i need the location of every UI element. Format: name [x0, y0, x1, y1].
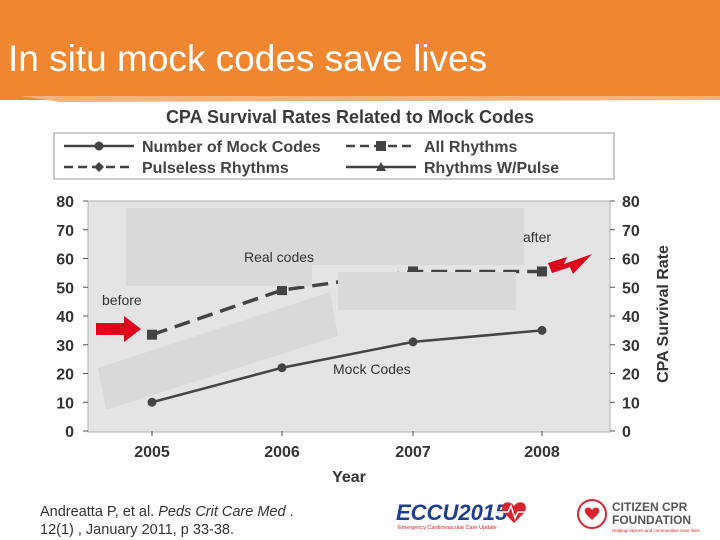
annotation-mock-codes: Mock Codes — [333, 361, 411, 377]
chart-legend: Number of Mock Codes All Rhythms Pulseless… — [64, 139, 559, 177]
citation: Andreatta P, et al. Peds Crit Care Med .… — [40, 503, 294, 539]
citation-rest: . — [285, 504, 294, 520]
y-tick-label-right: 80 — [622, 194, 640, 211]
data-point-series-0 — [537, 325, 547, 335]
data-point-series-1 — [408, 266, 418, 277]
chart-legend-box — [53, 132, 615, 180]
x-axis: 2005 2006 2007 2008 — [134, 431, 560, 461]
y-tick-label-left: 30 — [56, 338, 74, 355]
before-arrow — [96, 316, 141, 342]
y-tick-label-right: 40 — [622, 309, 640, 326]
citation-line-1: Andreatta P, et al. Peds Crit Care Med . — [40, 503, 294, 521]
y-tick-label-right: 10 — [622, 395, 640, 412]
y-tick-label-left: 50 — [56, 280, 74, 297]
pulse-line-icon — [494, 504, 538, 520]
citation-journal: Peds Crit Care Med — [158, 504, 286, 520]
x-tick-label: 2006 — [264, 444, 300, 461]
cpr-heart-icon — [584, 507, 600, 520]
x-axis-label: Year — [332, 469, 366, 486]
data-point-series-1 — [277, 285, 287, 296]
y-tick-label-right: 20 — [622, 367, 640, 384]
x-tick-label: 2007 — [395, 444, 431, 461]
overlay-box-slanted — [98, 292, 338, 410]
legend-label: All Rhythms — [424, 139, 517, 156]
y-tick-label-right: 70 — [622, 223, 640, 240]
legend-label: Number of Mock Codes — [142, 139, 321, 156]
y-tick-label-left: 70 — [56, 223, 74, 240]
data-point-series-1 — [537, 266, 547, 277]
legend-label: Rhythms W/Pulse — [424, 160, 559, 177]
cpr-logo-line-2: FOUNDATION — [612, 513, 691, 527]
annotation-arrows — [96, 254, 592, 342]
eccu-tagline: Emergency Cardiovascular Care Update — [398, 525, 497, 531]
y-tick-label-left: 20 — [56, 367, 74, 384]
legend-marker — [376, 162, 386, 171]
y-tick-label-left: 60 — [56, 252, 74, 269]
citation-line-2: 12(1) , January 2011, p 33-38. — [40, 522, 234, 538]
x-tick-label: 2005 — [134, 444, 170, 461]
y-axis-right: 0 10 20 30 40 50 60 70 80 — [610, 194, 640, 441]
data-point-series-0 — [277, 363, 287, 373]
y-tick-label-right: 60 — [622, 252, 640, 269]
y-tick-label-right: 0 — [622, 424, 631, 441]
overlay-box-top-wide — [230, 208, 524, 265]
citizen-cpr-logo: CITIZEN CPR FOUNDATION Helping citizens … — [577, 499, 701, 533]
y-tick-label-left: 80 — [56, 194, 74, 211]
eccu-logo-text: ECCU2015 — [396, 500, 508, 525]
data-point-series-0 — [408, 337, 418, 347]
y-tick-label-right: 50 — [622, 280, 640, 297]
chart-title: CPA Survival Rates Related to Mock Codes — [166, 107, 534, 127]
y-axis-left: 0 10 20 30 40 50 60 70 80 — [56, 194, 88, 441]
slide-title: In situ mock codes save lives — [8, 38, 488, 79]
y-tick-label-left: 40 — [56, 309, 74, 326]
chart-title-bar — [54, 104, 614, 130]
y-tick-label-left: 10 — [56, 395, 74, 412]
chart: CPA Survival Rates Related to Mock Codes… — [53, 104, 672, 486]
legend-label: Pulseless Rhythms — [142, 160, 289, 177]
header-swoosh — [20, 96, 720, 102]
annotation-after: after — [523, 229, 551, 245]
cpr-tagline: Helping citizens and communities save li… — [612, 528, 701, 533]
y-tick-label-left: 0 — [65, 424, 74, 441]
data-point-series-0 — [147, 397, 157, 407]
y-axis-right-label: CPA Survival Rate — [655, 245, 672, 383]
legend-marker — [376, 141, 386, 151]
series-line-0 — [151, 329, 543, 404]
annotation-before: before — [102, 292, 142, 308]
eccu-2015-logo: ECCU2015 Emergency Cardiovascular Care U… — [396, 500, 538, 531]
annotation-real-codes: Real codes — [244, 249, 314, 265]
data-point-series-1 — [147, 329, 157, 340]
citation-authors: Andreatta P, et al. — [40, 504, 159, 520]
x-tick-label: 2008 — [524, 444, 560, 461]
legend-marker — [94, 141, 104, 151]
cpr-logo-line-1: CITIZEN CPR — [612, 500, 688, 514]
legend-marker — [94, 162, 104, 172]
overlay-box-right — [338, 272, 516, 310]
y-tick-label-right: 30 — [622, 338, 640, 355]
after-arrow — [548, 254, 592, 274]
slide-header: In situ mock codes save lives — [0, 0, 720, 100]
